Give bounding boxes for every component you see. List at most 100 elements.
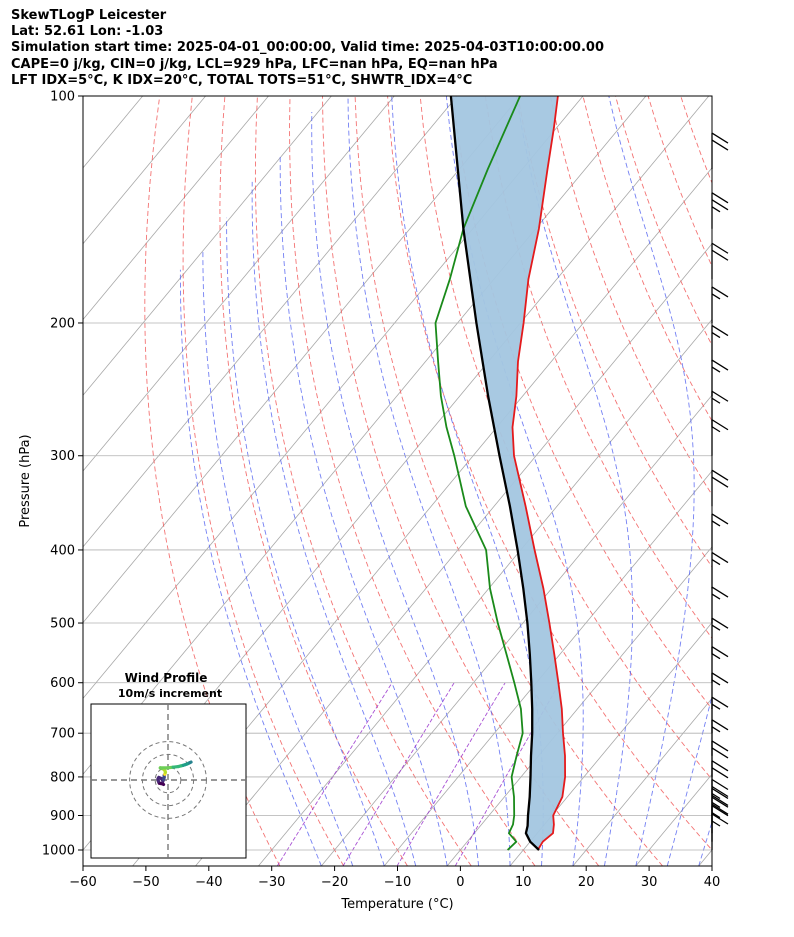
x-tick-label: −40 bbox=[195, 875, 222, 890]
wind-barb-flag bbox=[711, 719, 729, 731]
wind-barb-half-flag bbox=[711, 558, 721, 566]
y-axis-label: Pressure (hPa) bbox=[18, 434, 33, 527]
dry-adiabat-line bbox=[746, 96, 794, 866]
moist-adiabat-line bbox=[347, 96, 511, 866]
y-tick-label: 1000 bbox=[42, 844, 75, 859]
time-line: Simulation start time: 2025-04-01_00:00:… bbox=[11, 40, 604, 56]
wind-barb-flag bbox=[711, 476, 729, 488]
wind-barb-half-flag bbox=[711, 331, 721, 339]
hodograph-inset: Wind Profile 10m/s increment bbox=[90, 671, 247, 859]
wind-barb bbox=[711, 359, 729, 397]
moist-adiabat-line bbox=[608, 96, 695, 866]
wind-barb-half-flag bbox=[711, 624, 721, 631]
wind-barb-half-flag bbox=[711, 520, 721, 527]
wind-barbs bbox=[711, 132, 729, 850]
x-tick-label: 30 bbox=[641, 875, 658, 890]
hodograph-segment bbox=[188, 760, 193, 765]
wind-barb bbox=[711, 586, 729, 624]
wind-barb bbox=[711, 390, 729, 428]
wind-barb-flag bbox=[711, 586, 729, 598]
x-tick-label: 20 bbox=[578, 875, 595, 890]
location-line: Lat: 52.61 Lon: -1.03 bbox=[11, 24, 164, 40]
parcel-line bbox=[449, 96, 540, 851]
isotherm-line bbox=[83, 96, 395, 472]
y-tick-label: 200 bbox=[50, 316, 75, 331]
wind-barb-flag bbox=[711, 813, 729, 825]
moist-adiabat-line bbox=[698, 820, 712, 866]
dry-adiabat-line bbox=[713, 96, 794, 866]
dry-adiabat-line bbox=[144, 96, 281, 866]
moist-adiabat-line bbox=[279, 155, 448, 866]
wind-barb-flag bbox=[711, 796, 729, 808]
moist-adiabat-line bbox=[311, 111, 480, 866]
dry-adiabat-line bbox=[582, 96, 712, 422]
chart-title: SkewTLogP Leicester bbox=[11, 8, 167, 23]
wind-barb-flag bbox=[711, 199, 729, 211]
y-tick-label: 900 bbox=[50, 809, 75, 824]
wind-barb-half-flag bbox=[711, 726, 721, 733]
wind-barb bbox=[711, 513, 729, 550]
wind-barb-flag bbox=[711, 794, 729, 807]
isotherm-line bbox=[83, 96, 269, 321]
wind-barb-flag bbox=[711, 672, 729, 684]
dry-adiabat-line bbox=[387, 96, 712, 851]
wind-barb-flag bbox=[711, 469, 729, 481]
wind-barb bbox=[711, 805, 729, 842]
wind-barb-flag bbox=[711, 419, 729, 431]
hodograph-subtitle: 10m/s increment bbox=[118, 687, 222, 700]
hodograph-body bbox=[91, 704, 246, 858]
wind-barb-half-flag bbox=[711, 426, 721, 433]
wind-barb-flag bbox=[711, 139, 729, 151]
isotherm-line bbox=[83, 96, 521, 624]
dry-adiabat-line bbox=[452, 96, 712, 710]
dry-adiabat-line bbox=[680, 96, 712, 185]
mixing-ratio-line bbox=[342, 682, 455, 866]
wind-barb bbox=[711, 469, 729, 507]
x-tick-label: 40 bbox=[704, 875, 721, 890]
isotherm-line bbox=[698, 849, 712, 866]
wind-barb-flag bbox=[711, 249, 729, 261]
y-tick-label: 700 bbox=[50, 727, 75, 742]
dry-adiabat-line bbox=[322, 96, 600, 866]
y-tick-label: 800 bbox=[50, 770, 75, 785]
wind-barb-half-flag bbox=[711, 801, 721, 809]
x-tick-label: 0 bbox=[456, 875, 464, 890]
wind-barb-half-flag bbox=[711, 703, 721, 710]
dry-adiabat-line bbox=[549, 96, 712, 496]
profile-layer bbox=[434, 96, 566, 851]
wind-barb-flag bbox=[711, 760, 729, 772]
dry-adiabat-line bbox=[182, 96, 345, 866]
isotherm-line bbox=[83, 96, 332, 396]
wind-barb-flag bbox=[711, 646, 729, 658]
dry-adiabat-line bbox=[647, 96, 712, 268]
wind-barb bbox=[711, 672, 729, 709]
wind-barb-flag bbox=[711, 805, 729, 817]
wind-barb-flag bbox=[711, 778, 729, 791]
wind-barb-flag bbox=[711, 551, 729, 564]
wind-barb bbox=[711, 324, 729, 362]
dry-adiabat-line bbox=[219, 96, 408, 866]
dry-adiabat-line bbox=[615, 96, 712, 347]
moist-adiabat-line bbox=[445, 96, 584, 866]
dry-adiabat-line bbox=[254, 96, 472, 866]
indices-line: LFT IDX=5°C, K IDX=20°C, TOTAL TOTS=51°C… bbox=[11, 72, 473, 88]
wind-barb-half-flag bbox=[711, 397, 721, 404]
moist-adiabat-line bbox=[202, 249, 354, 866]
moist-adiabat-line bbox=[251, 181, 417, 866]
wind-barb-flag bbox=[711, 617, 729, 629]
parcel-shading bbox=[450, 96, 566, 850]
wind-barb bbox=[711, 286, 729, 323]
cape-line: CAPE=0 j/kg, CIN=0 j/kg, LCL=929 hPa, LF… bbox=[11, 56, 498, 72]
grid-lines bbox=[83, 95, 712, 851]
wind-barb bbox=[711, 419, 729, 456]
wind-barb-half-flag bbox=[711, 366, 721, 373]
x-axis-label: Temperature (°C) bbox=[340, 897, 453, 912]
axes: −60 −50 −40 −30 −20 −10 0 10 20 30 40 1000 900 800 700… bbox=[18, 90, 720, 913]
wind-barb bbox=[711, 192, 729, 229]
wind-barb-flag bbox=[711, 359, 729, 371]
dewpoint-line bbox=[434, 96, 524, 851]
isotherm-line bbox=[509, 622, 712, 866]
wind-barb bbox=[711, 551, 729, 589]
isotherm-line bbox=[0, 96, 80, 866]
